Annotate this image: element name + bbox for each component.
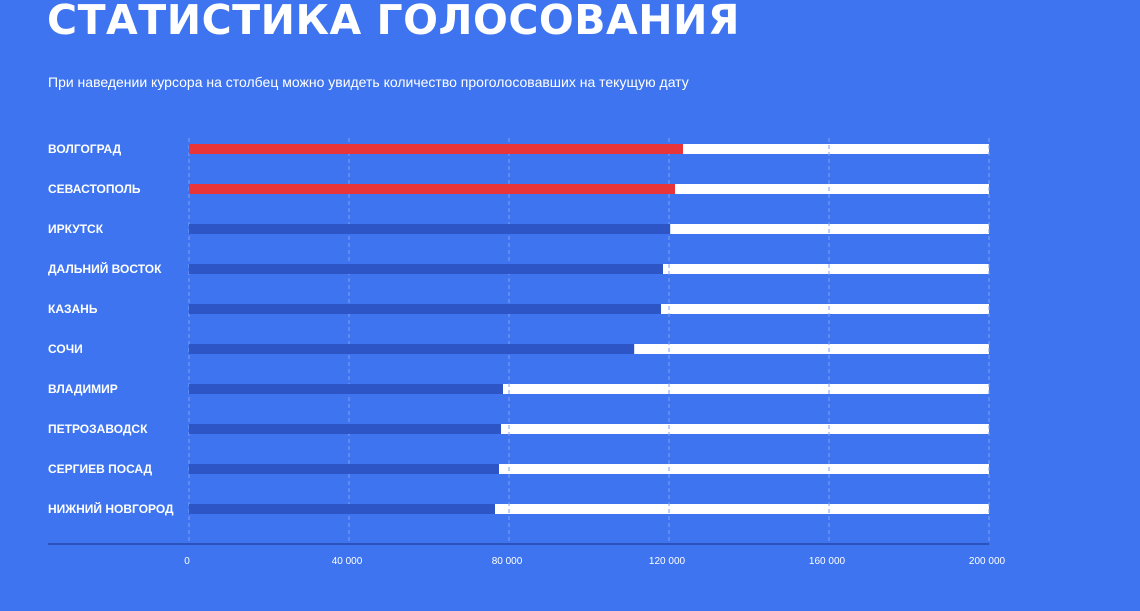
bar-track xyxy=(189,384,989,394)
x-tick-label: 120 000 xyxy=(648,556,686,567)
page-title: СТАТИСТИКА ГОЛОСОВАНИЯ xyxy=(47,0,740,44)
category-label: ПЕТРОЗАВОДСК xyxy=(48,422,148,436)
x-tick-label: 200 000 xyxy=(968,556,1006,567)
category-label: НИЖНИЙ НОВГОРОД xyxy=(48,502,174,516)
category-label: СОЧИ xyxy=(48,342,83,356)
category-label: СЕВАСТОПОЛЬ xyxy=(48,182,141,196)
bar[interactable]: 118000 xyxy=(189,304,661,314)
category-label: ВЛАДИМИР xyxy=(48,382,118,396)
category-label: ИРКУТСК xyxy=(48,222,104,236)
bar[interactable]: 76500 xyxy=(189,504,495,514)
bar-track xyxy=(189,424,989,434)
bar-track xyxy=(189,504,989,514)
x-tick-label: 40 000 xyxy=(331,556,363,567)
category-label: ДАЛЬНИЙ ВОСТОК xyxy=(48,262,162,276)
bar[interactable]: 111300 xyxy=(189,344,635,354)
x-tick-label: 160 000 xyxy=(808,556,846,567)
bar[interactable]: 77500 xyxy=(189,464,499,474)
bar[interactable]: 123500 xyxy=(189,144,683,154)
category-label: ВОЛГОГРАД xyxy=(48,142,122,156)
x-tick-label: 80 000 xyxy=(491,556,523,567)
bar-track xyxy=(189,464,989,474)
bar[interactable]: 118500 xyxy=(189,264,663,274)
bar[interactable]: 78500 xyxy=(189,384,503,394)
bar[interactable]: 78000 xyxy=(189,424,501,434)
bar[interactable]: 121500 xyxy=(189,184,675,194)
x-tick-label: 0 xyxy=(184,556,190,567)
category-label: СЕРГИЕВ ПОСАД xyxy=(48,462,153,476)
bar[interactable]: 120300 xyxy=(189,224,671,234)
category-label: КАЗАНЬ xyxy=(48,302,98,316)
page-subtitle: При наведении курсора на столбец можно у… xyxy=(48,74,689,90)
